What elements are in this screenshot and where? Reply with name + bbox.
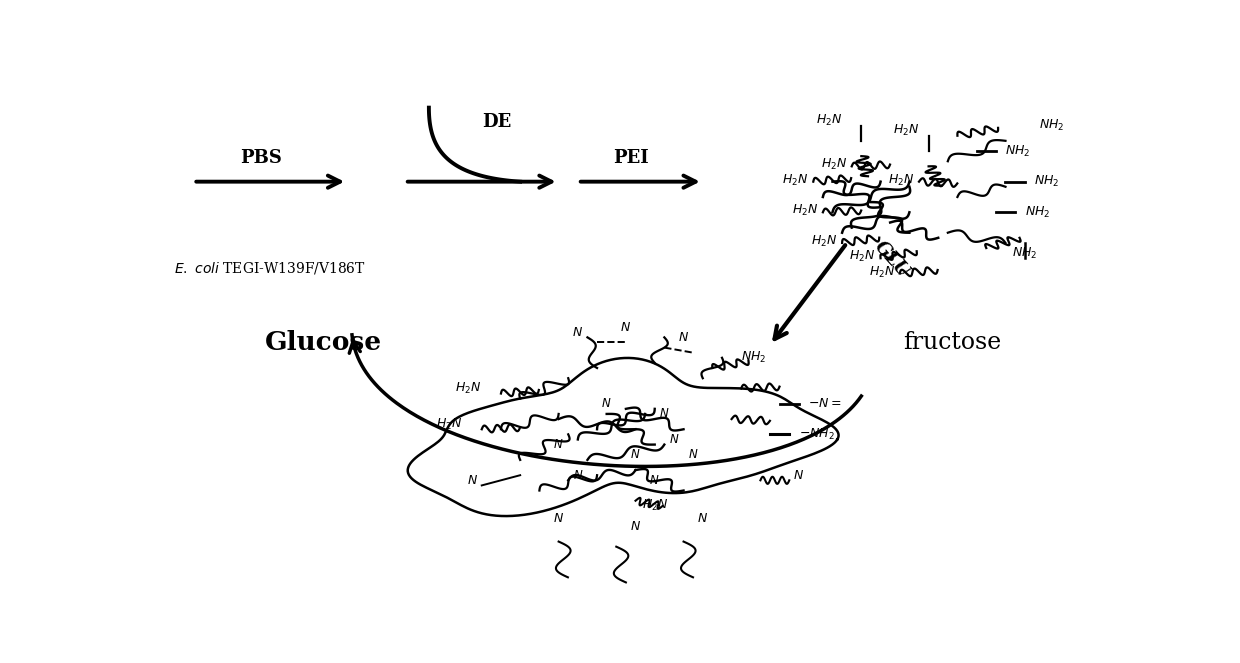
Text: $H_2N$: $H_2N$ xyxy=(821,157,847,172)
Text: $H_2N$: $H_2N$ xyxy=(816,113,842,128)
Text: $NH_2$: $NH_2$ xyxy=(1024,205,1050,220)
Text: Glucose: Glucose xyxy=(264,330,382,355)
Text: $H_2N$: $H_2N$ xyxy=(436,416,463,432)
Text: $\it{E.\ coli}$ TEGI-W139F/V186T: $\it{E.\ coli}$ TEGI-W139F/V186T xyxy=(174,261,366,276)
Text: $N$: $N$ xyxy=(668,433,680,446)
Text: $H_2N$: $H_2N$ xyxy=(849,249,875,265)
Text: $NH_2$: $NH_2$ xyxy=(1006,143,1030,158)
Text: $N$: $N$ xyxy=(553,438,564,451)
Text: $N$: $N$ xyxy=(601,397,611,410)
Text: $N$: $N$ xyxy=(660,408,670,420)
Text: $N$: $N$ xyxy=(697,512,708,525)
Text: $NH_2$: $NH_2$ xyxy=(1039,118,1064,133)
Text: $H_2N$: $H_2N$ xyxy=(641,499,668,513)
Text: $N$: $N$ xyxy=(650,474,660,487)
Text: $N$: $N$ xyxy=(794,469,805,482)
Text: fructose: fructose xyxy=(904,331,1002,354)
Text: $N$: $N$ xyxy=(630,520,641,533)
Text: PEI: PEI xyxy=(613,149,649,167)
Text: $N$: $N$ xyxy=(688,448,698,461)
Text: DE: DE xyxy=(481,113,511,131)
Text: $-N=$: $-N=$ xyxy=(808,397,842,410)
Text: $NH_2$: $NH_2$ xyxy=(1012,245,1038,261)
Text: $NH_2$: $NH_2$ xyxy=(1034,174,1060,189)
Text: $H_2N$: $H_2N$ xyxy=(455,381,481,396)
Text: $N$: $N$ xyxy=(630,448,641,461)
Text: $N$: $N$ xyxy=(573,469,583,482)
Text: $N$: $N$ xyxy=(466,474,477,487)
Text: $H_2N$: $H_2N$ xyxy=(893,123,919,138)
Text: $H_2N$: $H_2N$ xyxy=(869,265,895,280)
Text: $H_2N$: $H_2N$ xyxy=(792,204,818,218)
Text: $N$: $N$ xyxy=(553,512,564,525)
Text: $H_2N$: $H_2N$ xyxy=(888,172,914,188)
Text: PBS: PBS xyxy=(239,149,281,167)
Text: $NH_2$: $NH_2$ xyxy=(742,350,766,365)
Text: $-NH_2$: $-NH_2$ xyxy=(799,427,835,442)
Text: $N$: $N$ xyxy=(678,331,689,344)
Text: $N$: $N$ xyxy=(573,326,583,339)
Text: $H_2N$: $H_2N$ xyxy=(782,172,808,188)
Text: $H_2N$: $H_2N$ xyxy=(811,234,837,249)
Text: GLU: GLU xyxy=(870,237,913,281)
Text: $N$: $N$ xyxy=(620,321,631,333)
